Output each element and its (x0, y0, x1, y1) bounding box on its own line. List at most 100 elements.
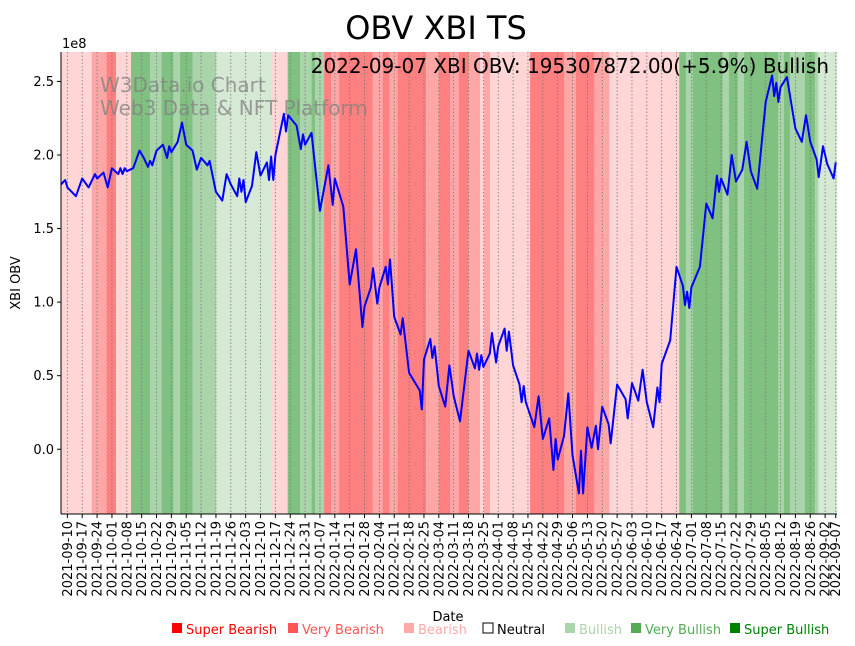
x-tick-label: 2021-11-05 (180, 521, 195, 597)
legend-label: Very Bearish (302, 623, 384, 638)
legend-item-bearish: Bearish (404, 623, 467, 638)
x-tick-label: 2022-05-13 (581, 521, 596, 597)
x-tick-label: 2022-09-07 (829, 521, 844, 597)
y-multiplier-label: 1e8 (62, 37, 87, 52)
band-very-bullish (778, 52, 785, 514)
sentiment-bands (61, 52, 838, 514)
x-tick-label: 2022-04-22 (536, 521, 551, 597)
x-tick-label: 2022-08-19 (789, 521, 804, 597)
legend-label: Super Bullish (744, 623, 829, 638)
band-super-bearish (397, 52, 427, 514)
x-tick-label: 2022-04-08 (507, 521, 522, 597)
legend-item-neutral: Neutral (482, 622, 545, 638)
band-very-bullish (685, 52, 693, 514)
band-bullish (215, 52, 273, 514)
band-super-bearish (106, 52, 117, 514)
x-tick-label: 2021-09-10 (61, 521, 76, 597)
x-tick-label: 2022-04-29 (551, 521, 566, 597)
y-axis-ticks: 0.0 0.5 1.0 1.5 2.0 2.5 (33, 75, 61, 458)
x-tick-label: 2022-07-01 (685, 521, 700, 597)
legend-swatch (288, 623, 298, 633)
legend-item-very-bearish: Very Bearish (288, 623, 384, 638)
band-super-bearish (382, 52, 390, 514)
x-tick-label: 2021-11-26 (224, 521, 239, 597)
x-tick-label: 2021-12-10 (254, 521, 269, 597)
x-tick-label: 2021-10-22 (150, 521, 165, 597)
x-tick-label: 2022-02-25 (417, 521, 432, 597)
band-very-bullish (789, 52, 806, 514)
x-tick-label: 2022-09-02 (819, 521, 834, 597)
x-tick-label: 2022-01-21 (343, 521, 358, 597)
band-super-bullish (311, 52, 316, 514)
band-very-bearish (564, 52, 577, 514)
band-super-bullish (131, 52, 151, 514)
band-very-bullish (737, 52, 745, 514)
x-tick-label: 2022-05-20 (596, 521, 611, 597)
x-tick-label: 2021-10-01 (105, 521, 120, 597)
x-tick-label: 2022-01-14 (328, 521, 343, 597)
band-bearish (609, 52, 680, 514)
band-super-bullish (287, 52, 301, 514)
x-tick-label: 2022-08-05 (759, 521, 774, 597)
band-super-bearish (575, 52, 595, 514)
x-tick-label: 2021-10-29 (165, 521, 180, 597)
x-tick-label: 2022-07-08 (700, 521, 715, 597)
band-very-bullish (299, 52, 312, 514)
x-tick-label: 2021-10-08 (120, 521, 135, 597)
band-very-bearish (91, 52, 107, 514)
y-tick-label: 2.0 (33, 148, 54, 163)
band-super-bearish (439, 52, 451, 514)
band-super-bullish (692, 52, 723, 514)
legend-label: Neutral (497, 623, 545, 638)
legend-item-bullish: Bullish (565, 623, 622, 638)
x-axis-ticks: 2021-09-10 2021-09-17 2021-09-24 2021-10-01… (61, 514, 844, 597)
x-tick-label: 2022-03-18 (462, 521, 477, 597)
x-tick-label: 2022-03-04 (432, 521, 447, 597)
legend-swatch (482, 622, 494, 634)
band-very-bullish (814, 52, 819, 514)
legend-label: Very Bullish (645, 623, 721, 638)
legend-swatch (631, 623, 641, 633)
band-bullish (818, 52, 838, 514)
band-very-bullish (192, 52, 217, 514)
legend: Super Bearish Very Bearish Bearish Neutral B… (172, 622, 829, 638)
legend-item-super-bullish: Super Bullish (730, 623, 829, 638)
band-very-bullish (149, 52, 162, 514)
y-tick-label: 1.5 (33, 222, 54, 237)
x-tick-label: 2022-06-24 (670, 521, 685, 597)
band-very-bearish (484, 52, 491, 514)
y-tick-label: 1.0 (33, 296, 54, 311)
chart-title: OBV XBI TS (345, 9, 527, 47)
watermark: W3Data.io Chart Web3 Data & NFT Platform (100, 73, 368, 120)
x-gridlines (66, 52, 837, 514)
y-tick-label: 0.0 (33, 443, 54, 458)
band-super-bullish (161, 52, 174, 514)
legend-label: Super Bearish (186, 623, 277, 638)
legend-swatch (404, 623, 414, 633)
x-tick-label: 2021-09-17 (76, 521, 91, 597)
band-bearish (61, 52, 93, 514)
x-tick-label: 2021-11-19 (209, 521, 224, 597)
x-tick-label: 2021-09-24 (91, 521, 106, 597)
band-super-bearish (530, 52, 565, 514)
x-tick-label: 2022-08-26 (804, 521, 819, 597)
latest-value-annotation: 2022-09-07 XBI OBV: 195307872.00(+5.9%) … (311, 54, 829, 78)
legend-item-super-bearish: Super Bearish (172, 623, 277, 638)
legend-label: Bullish (579, 623, 622, 638)
band-super-bullish (744, 52, 779, 514)
x-tick-label: 2022-08-12 (774, 521, 789, 597)
x-tick-label: 2021-12-17 (269, 521, 284, 597)
obv-series-line (60, 74, 837, 495)
watermark-line-2: Web3 Data & NFT Platform (100, 96, 368, 120)
x-tick-label: 2021-12-24 (284, 521, 299, 597)
y-tick-label: 0.5 (33, 369, 54, 384)
x-tick-label: 2022-07-22 (729, 521, 744, 597)
x-tick-label: 2022-01-07 (313, 521, 328, 597)
band-super-bearish (458, 52, 469, 514)
band-very-bearish (372, 52, 384, 514)
x-tick-label: 2021-11-12 (195, 521, 210, 597)
y-axis-label: XBI OBV (9, 256, 24, 310)
legend-item-very-bullish: Very Bullish (631, 623, 721, 638)
band-bearish (489, 52, 531, 514)
